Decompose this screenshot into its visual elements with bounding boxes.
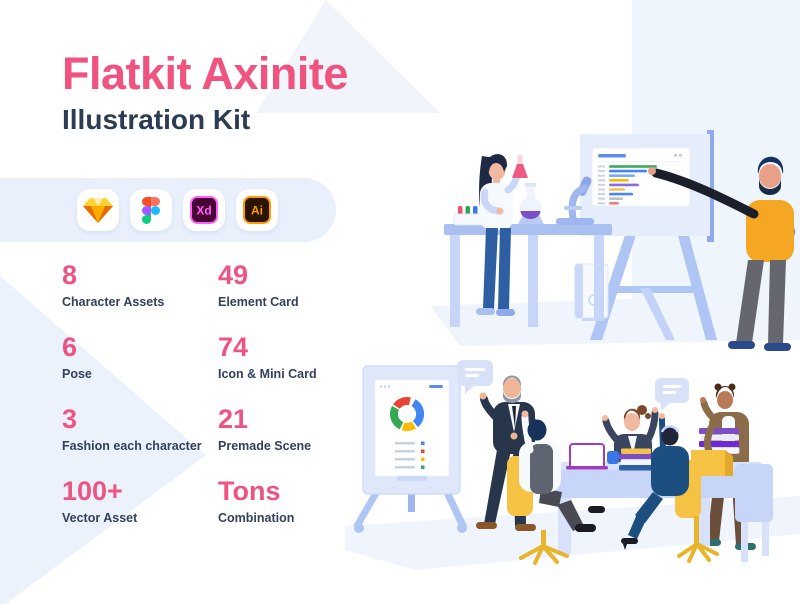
book-stack (619, 448, 658, 471)
stat-vector-asset: 100+ Vector Asset (62, 476, 138, 526)
adobe-illustrator-logo: Ai (243, 196, 271, 224)
scientist-woman (476, 154, 528, 316)
donut-chart (390, 396, 425, 431)
team-meeting-illustration (345, 360, 800, 570)
header: Flatkit Axinite Illustration Kit (62, 50, 348, 136)
figma-icon[interactable] (130, 189, 172, 231)
adobe-illustrator-icon[interactable]: Ai (236, 189, 278, 231)
stat-icon-mini-card: 74 Icon & Mini Card (218, 332, 317, 382)
page-subtitle: Illustration Kit (62, 104, 251, 136)
xd-label: Xd (196, 204, 211, 218)
speech-bubble (655, 378, 689, 411)
presenter-man (648, 156, 795, 351)
stat-pose: 6 Pose (62, 332, 92, 382)
bar-rows (598, 165, 657, 205)
page-title: Flatkit Axinite (62, 48, 348, 99)
stats-grid: 8 Character Assets 49 Element Card 6 Pos… (62, 260, 388, 526)
microscope (556, 176, 594, 225)
pink-flask (512, 155, 528, 178)
laptop (566, 443, 608, 470)
stat-character-assets: 8 Character Assets (62, 260, 165, 310)
chart-card (591, 147, 691, 207)
seated-woman-right (621, 413, 719, 563)
test-tube-rack (453, 206, 489, 226)
presentation-screen (580, 130, 714, 242)
flipchart-board (353, 365, 467, 533)
stat-premade-scene: 21 Premade Scene (218, 404, 312, 454)
sketch-icon[interactable] (77, 189, 119, 231)
figma-logo (142, 197, 160, 224)
adobe-xd-logo: Xd (190, 196, 218, 224)
side-chair (735, 464, 773, 562)
chart-legend (395, 441, 425, 469)
ai-label: Ai (251, 204, 263, 218)
stat-fashion: 3 Fashion each character (62, 404, 202, 454)
flask-on-stand (518, 183, 544, 224)
adobe-xd-icon[interactable]: Xd (183, 189, 225, 231)
speech-bubble (457, 360, 493, 394)
seated-man (507, 410, 605, 565)
cup (607, 451, 619, 464)
stat-element-card: 49 Element Card (218, 260, 299, 310)
tools-pill: Xd Ai (0, 178, 336, 242)
stat-combination: Tons Combination (218, 476, 295, 526)
sketch-logo (83, 198, 113, 223)
lab-presentation-illustration (430, 130, 800, 351)
